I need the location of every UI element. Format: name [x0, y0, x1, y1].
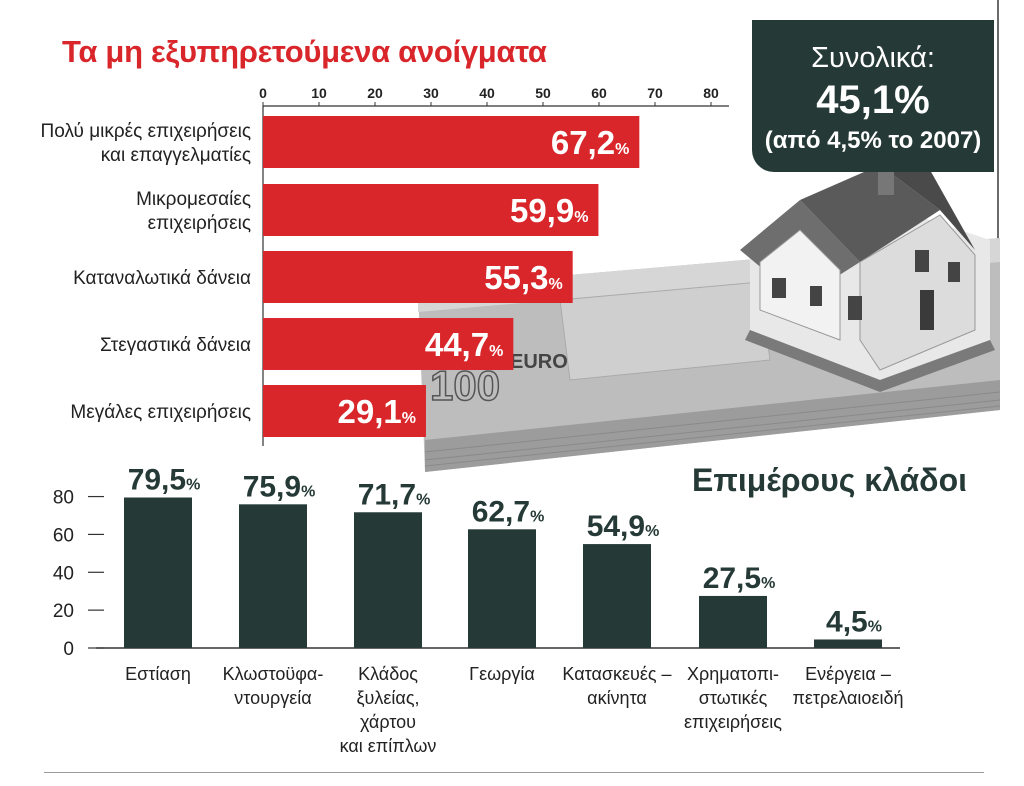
v-bar-value-label-3: 62,7% [472, 495, 545, 528]
house-illustration [740, 165, 995, 392]
v-bar-1 [239, 504, 307, 648]
h-bar-value-label-4: 29,1% [337, 393, 415, 430]
v-bar-value-number-2: 71,7 [358, 478, 416, 511]
v-bar-value-unit-1: % [301, 483, 315, 500]
h-bar-value-label-3: 44,7% [425, 326, 503, 363]
v-bar-value-number-1: 75,9 [243, 470, 301, 503]
v-bar-4 [583, 544, 651, 648]
x-tick-label-2: 20 [367, 85, 383, 101]
v-bar-6 [814, 639, 882, 648]
v-bar-value-number-5: 27,5 [703, 562, 761, 595]
x-tick-label-3: 30 [423, 85, 439, 101]
bottom-divider [44, 772, 984, 773]
h-bar-value-number-0: 67,2 [551, 124, 615, 161]
v-bar-value-label-6: 4,5% [826, 605, 882, 638]
h-bar-4 [263, 385, 426, 437]
h-category-label-0-1: και επαγγελματίες [101, 145, 251, 166]
v-category-label-1-0: Κλωστοϋφα- [223, 664, 324, 684]
v-category-label-2-3: και επίπλων [340, 736, 437, 756]
x-tick-label-8: 80 [703, 85, 719, 101]
v-bar-value-unit-3: % [530, 508, 544, 525]
v-bar-5 [699, 595, 767, 648]
v-category-label-0-0: Εστίαση [125, 664, 191, 684]
x-tick-label-4: 40 [479, 85, 495, 101]
chart-title: Τα μη εξυπηρετούμενα ανοίγματα [62, 34, 547, 69]
total-label: Συνολικά: [811, 42, 935, 74]
y-tick-label-4: 80 [53, 488, 74, 509]
v-bar-value-label-1: 75,9% [243, 470, 316, 503]
h-category-label-4-0: Μεγάλες επιχειρήσεις [70, 402, 251, 423]
h-bar-value-unit-4: % [402, 410, 416, 427]
h-bar-value-number-2: 55,3 [484, 259, 548, 296]
y-tick-label-3: 60 [53, 525, 74, 546]
h-bar-value-number-4: 29,1 [337, 393, 401, 430]
x-tick-label-7: 70 [647, 85, 663, 101]
y-tick-label-1: 20 [53, 601, 74, 622]
h-bar-value-unit-1: % [574, 209, 588, 226]
h-category-label-1-0: Μικρομεσαίες [136, 189, 251, 210]
v-bar-value-number-3: 62,7 [472, 495, 530, 528]
v-bar-value-unit-6: % [868, 618, 882, 635]
h-bar-value-number-1: 59,9 [510, 192, 574, 229]
v-bar-value-number-6: 4,5 [826, 605, 868, 638]
right-border-line [997, 0, 999, 410]
h-bar-value-unit-2: % [548, 276, 562, 293]
v-category-label-6-1: πετρελαιοειδή [792, 688, 903, 708]
v-bar-3 [468, 529, 536, 648]
v-category-label-4-0: Κατασκευές – [562, 664, 671, 684]
x-tick-label-1: 10 [311, 85, 327, 101]
v-category-label-5-1: στωτικές [699, 688, 768, 708]
x-tick-label-5: 50 [535, 85, 551, 101]
v-bar-2 [354, 512, 422, 648]
v-category-label-1-1: ντουργεία [234, 688, 311, 708]
total-summary-box: Συνολικά: 45,1% (από 4,5% το 2007) [752, 20, 994, 172]
v-bar-value-unit-0: % [186, 477, 200, 494]
h-bar-0 [263, 116, 640, 168]
y-tick-label-0: 0 [63, 639, 74, 660]
h-bar-1 [263, 184, 599, 236]
h-category-label-1-1: επιχειρήσεις [148, 213, 251, 234]
total-value: 45,1% [816, 78, 930, 122]
h-bar-value-label-2: 55,3% [484, 259, 562, 296]
v-bar-value-unit-5: % [761, 575, 775, 592]
v-bar-value-label-5: 27,5% [703, 562, 776, 595]
h-category-label-0-0: Πολύ μικρές επιχειρήσεις [41, 121, 251, 142]
h-bar-value-unit-3: % [489, 343, 503, 360]
svg-text:EURO: EURO [510, 351, 568, 373]
x-tick-label-0: 0 [259, 85, 267, 101]
v-bar-value-unit-2: % [416, 491, 430, 508]
h-category-label-3-0: Στεγαστικά δάνεια [100, 335, 251, 356]
v-category-label-2-0: Κλάδος [358, 664, 418, 684]
h-bar-value-unit-0: % [615, 141, 629, 158]
v-bar-value-label-4: 54,9% [587, 510, 660, 543]
h-bar-value-number-3: 44,7 [425, 326, 489, 363]
v-category-label-5-2: επιχειρήσεις [684, 712, 782, 732]
v-category-label-4-1: ακίνητα [587, 688, 647, 708]
v-category-label-3-0: Γεωργία [469, 664, 535, 684]
v-bar-value-label-2: 71,7% [358, 478, 431, 511]
v-bar-value-number-4: 54,9 [587, 510, 645, 543]
v-category-label-2-1: ξυλείας, [356, 688, 419, 708]
v-category-label-5-0: Χρηματοπι- [687, 664, 779, 684]
sector-chart-title: Επιμέρους κλάδοι [692, 462, 968, 498]
v-bar-value-unit-4: % [645, 523, 659, 540]
v-bar-value-label-0: 79,5% [128, 464, 201, 497]
y-tick-label-2: 40 [53, 563, 74, 584]
v-bar-0 [124, 497, 192, 648]
h-bar-value-label-1: 59,9% [510, 192, 588, 229]
total-note: (από 4,5% το 2007) [764, 127, 982, 154]
v-category-label-2-2: χάρτου [360, 712, 416, 732]
h-category-label-2-0: Καταναλωτικά δάνεια [73, 268, 251, 289]
x-tick-label-6: 60 [591, 85, 607, 101]
h-bar-2 [263, 251, 573, 303]
h-bar-value-label-0: 67,2% [551, 124, 629, 161]
v-bar-value-number-0: 79,5 [128, 464, 186, 497]
v-category-label-6-0: Ενέργεια – [805, 664, 891, 684]
h-bar-3 [263, 318, 514, 370]
